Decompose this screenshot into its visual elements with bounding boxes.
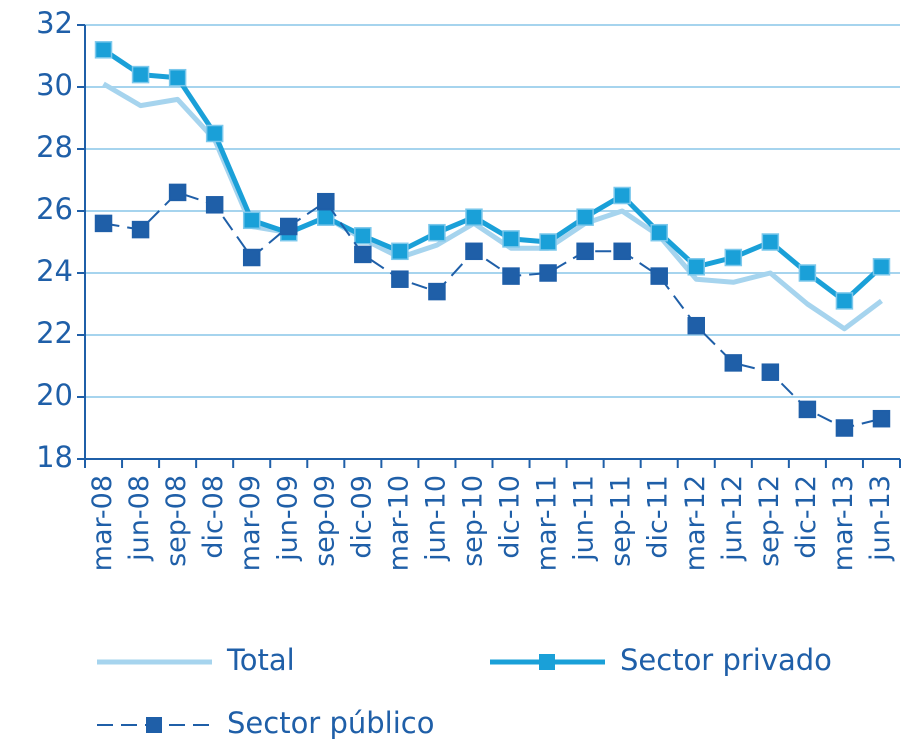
point (724, 248, 743, 267)
point (613, 242, 631, 261)
x-tick-label: mar-09 (235, 475, 266, 571)
x-tick-label: jun-09 (272, 475, 303, 562)
point (391, 242, 409, 261)
legend-label: Sector privado (620, 643, 832, 677)
point (131, 220, 150, 239)
y-tick-label: 24 (36, 254, 73, 288)
point (835, 292, 854, 310)
point (205, 196, 224, 214)
point (94, 41, 113, 59)
point (354, 227, 372, 245)
x-tick-label: mar-08 (87, 475, 118, 571)
point (242, 248, 261, 267)
point (94, 214, 113, 233)
x-tick-label: jun-08 (124, 475, 155, 562)
point (317, 192, 335, 211)
legend-label: Sector público (227, 706, 434, 740)
x-tick-label: dic-12 (791, 475, 822, 559)
x-tick-label: jun-12 (717, 475, 748, 562)
point (872, 258, 891, 276)
y-tick-label: 30 (36, 68, 73, 102)
x-tick-label: dic-09 (346, 475, 377, 559)
x-tick-label: dic-08 (198, 475, 229, 559)
x-tick-label: mar-11 (532, 475, 563, 571)
point (835, 419, 854, 437)
point (872, 409, 891, 428)
point (613, 186, 631, 205)
point (205, 124, 224, 143)
point (761, 233, 780, 251)
x-tick-label: mar-12 (680, 475, 711, 571)
legend-marker (539, 654, 555, 670)
point (539, 264, 557, 282)
point (131, 65, 150, 84)
point (168, 183, 187, 202)
point (465, 208, 483, 226)
point (428, 282, 446, 301)
point (798, 400, 817, 419)
point (798, 264, 817, 282)
x-tick-label: dic-11 (643, 475, 674, 559)
point (391, 270, 409, 288)
x-tick-label: sep-12 (754, 475, 785, 567)
point (317, 208, 335, 226)
x-tick-label: dic-10 (495, 475, 526, 559)
x-tick-label: mar-13 (828, 475, 859, 571)
point (576, 208, 594, 226)
point (465, 242, 483, 261)
x-tick-label: sep-11 (606, 475, 637, 567)
x-tick-label: sep-10 (457, 475, 488, 567)
x-tick-label: jun-11 (569, 475, 600, 562)
point (724, 354, 743, 372)
point (687, 316, 705, 335)
point (761, 363, 780, 381)
x-tick-label: mar-10 (383, 475, 414, 571)
x-tick-label: jun-13 (865, 475, 896, 562)
x-tick-label: sep-09 (309, 475, 340, 567)
point (576, 242, 594, 261)
point (687, 258, 705, 276)
y-tick-label: 26 (36, 192, 73, 226)
point (168, 68, 187, 87)
x-tick-label: jun-10 (420, 475, 451, 562)
y-tick-label: 20 (36, 378, 73, 412)
point (428, 223, 446, 242)
point (502, 230, 520, 248)
point (242, 211, 261, 230)
point (502, 267, 520, 285)
y-tick-label: 18 (36, 440, 73, 474)
y-tick-label: 22 (36, 316, 73, 350)
point (650, 267, 668, 285)
series-line (102, 47, 884, 304)
point (650, 223, 668, 242)
legend-label: Total (226, 643, 295, 677)
series-line (103, 191, 882, 429)
point (539, 233, 557, 251)
point (280, 217, 298, 236)
y-tick-label: 32 (36, 6, 73, 40)
point (354, 245, 372, 264)
x-tick-label: sep-08 (161, 475, 192, 567)
legend-marker (146, 717, 162, 733)
y-tick-label: 28 (36, 130, 73, 164)
